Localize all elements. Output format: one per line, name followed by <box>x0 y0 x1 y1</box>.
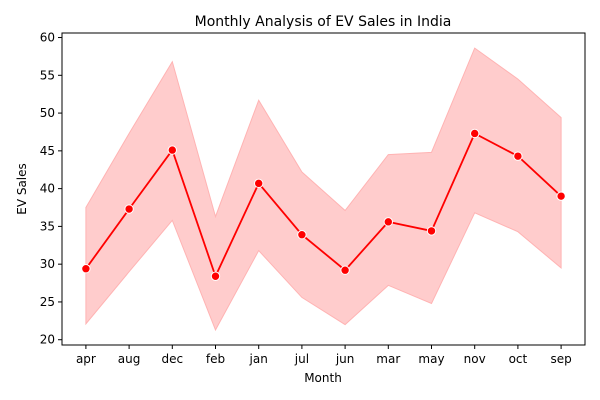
x-tick-label: feb <box>206 352 225 366</box>
y-axis: 20 25 30 35 40 45 50 55 60 <box>40 31 62 347</box>
x-tick-label: mar <box>376 352 400 366</box>
y-tick-label: 55 <box>40 68 55 82</box>
x-axis: apr aug dec feb jan jul jun mar may nov oct sep <box>76 345 572 366</box>
x-tick-label: oct <box>509 352 528 366</box>
plot-area <box>81 47 566 332</box>
y-tick-label: 50 <box>40 106 55 120</box>
data-point-mar <box>383 217 393 227</box>
x-tick-label: apr <box>76 352 96 366</box>
x-axis-label: Month <box>304 371 342 385</box>
x-tick-label: sep <box>550 352 571 366</box>
y-tick-label: 45 <box>40 144 55 158</box>
data-point-oct <box>513 151 523 161</box>
x-tick-label: aug <box>118 352 141 366</box>
data-point-aug <box>124 204 134 214</box>
x-tick-label: jul <box>294 352 309 366</box>
data-point-jan <box>254 178 264 189</box>
x-tick-label: nov <box>464 352 486 366</box>
chart-title: Monthly Analysis of EV Sales in India <box>195 14 452 30</box>
data-point-sep <box>556 191 566 201</box>
y-tick-label: 60 <box>40 31 55 45</box>
y-tick-label: 30 <box>40 257 55 271</box>
data-point-may <box>426 226 437 236</box>
y-tick-label: 20 <box>40 333 55 347</box>
data-point-jul <box>297 230 307 240</box>
x-tick-label: jan <box>249 352 268 366</box>
x-tick-label: jun <box>335 352 355 366</box>
data-point-dec <box>167 145 178 155</box>
data-point-feb <box>210 271 221 281</box>
confidence-band <box>85 47 562 332</box>
y-axis-label: EV Sales <box>15 163 29 215</box>
data-point-apr <box>81 263 91 274</box>
data-point-jun <box>340 265 350 275</box>
data-point-nov <box>470 128 480 139</box>
y-tick-label: 25 <box>40 295 55 309</box>
y-tick-label: 40 <box>40 182 55 196</box>
x-tick-label: may <box>418 352 444 366</box>
x-tick-label: dec <box>161 352 183 366</box>
series-line <box>85 132 562 279</box>
y-tick-label: 35 <box>40 219 55 233</box>
